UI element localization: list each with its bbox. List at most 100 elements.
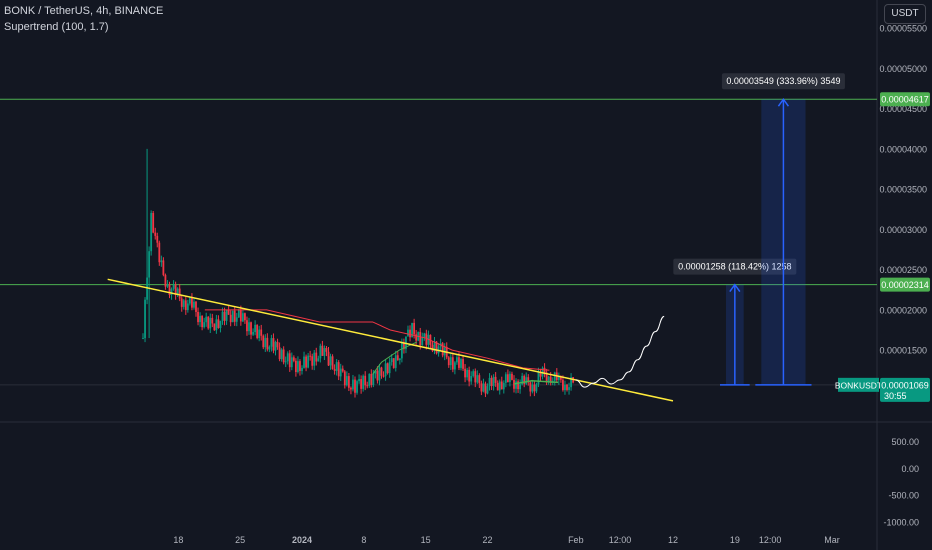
candle-body [339, 368, 342, 377]
measure-arrow-head [729, 283, 741, 293]
candle-body [199, 315, 201, 323]
candle-body [272, 338, 275, 351]
candle-body [294, 360, 297, 373]
candle-body [164, 274, 167, 287]
candle-body [278, 347, 281, 360]
time-tick-label: 12 [668, 535, 678, 545]
symbol-badge [838, 377, 879, 392]
candle-body [205, 316, 208, 323]
candle-body [152, 213, 155, 233]
time-tick-label: 25 [235, 535, 245, 545]
candle-body [309, 355, 312, 357]
candle-body [545, 372, 548, 383]
indicator-tick-label: 500.00 [891, 437, 919, 447]
candle-body [421, 337, 424, 346]
candle-body [213, 323, 216, 331]
candle-body [535, 384, 538, 392]
candle-body [557, 376, 560, 381]
level-price-label: 0.00004617 [881, 95, 929, 105]
candle-body [453, 362, 456, 370]
candle-body [274, 341, 277, 351]
symbol-title[interactable]: BONK / TetherUS, 4h, BINANCE [4, 5, 164, 17]
candle-body [158, 242, 161, 263]
candle-body [513, 379, 515, 389]
candle-body [311, 356, 314, 366]
candle-body [319, 345, 322, 359]
measure-arrow-head [777, 97, 790, 107]
candle-body [315, 352, 318, 362]
candle-body [142, 338, 144, 340]
price-tick-label: 0.00002000 [879, 305, 927, 315]
candle-body [458, 357, 460, 368]
candle-body [352, 379, 354, 390]
candle-body [525, 377, 528, 384]
candle-body [256, 324, 259, 339]
candle-body [500, 381, 503, 390]
candle-body [521, 375, 524, 385]
candle-body [341, 368, 344, 372]
candle-body [498, 381, 501, 391]
candle-body [313, 352, 316, 366]
candle-body [390, 358, 393, 363]
candle-body [523, 375, 526, 384]
indicator-tick-label: -500.00 [888, 491, 919, 501]
candle-body [531, 384, 534, 392]
supertrend-up-line [513, 379, 559, 385]
candle-body [227, 309, 230, 315]
candle-body [358, 379, 360, 382]
candle-body [211, 317, 214, 324]
candle-body [462, 359, 464, 369]
candle-body [317, 358, 320, 362]
candle-body [407, 329, 409, 337]
measure-label: 0.00003549 (333.96%) 3549 [726, 76, 840, 86]
candle-body [364, 375, 367, 386]
candle-body [264, 337, 267, 348]
candle-body [246, 320, 248, 332]
measure-label: 0.00001258 (118.42%) 1258 [678, 262, 791, 272]
candle-body [562, 379, 564, 391]
current-price-label: 0.00001069 [881, 380, 929, 390]
candle-body [533, 384, 536, 392]
candle-body [366, 385, 369, 387]
candle-body [299, 361, 301, 371]
time-tick-label: Feb [568, 535, 584, 545]
level-price-badge [880, 277, 930, 292]
currency-button[interactable]: USDT [884, 4, 926, 24]
candle-body [423, 333, 426, 338]
candle-body [172, 284, 175, 289]
candle-body [568, 387, 570, 390]
time-tick-label: 2024 [292, 535, 312, 545]
candle-body [329, 356, 332, 366]
indicator-tick-label: -1000.00 [883, 517, 919, 527]
candle-body [325, 348, 328, 352]
indicator-title[interactable]: Supertrend (100, 1.7) [4, 21, 109, 33]
candle-body [388, 362, 391, 374]
candle-body [221, 311, 224, 321]
measure-label-bg [673, 258, 797, 275]
candle-body [270, 338, 273, 347]
candle-body [480, 383, 483, 392]
candle-body [488, 377, 491, 387]
candle-body [168, 284, 171, 296]
candle-body [382, 375, 385, 377]
time-tick-label: 15 [421, 535, 431, 545]
price-tick-label: 0.00004000 [879, 144, 927, 154]
candle-body [380, 367, 383, 376]
candle-body [207, 316, 210, 329]
candle-body [451, 357, 454, 370]
candle-body [244, 313, 246, 321]
candle-body [146, 277, 148, 300]
candle-body [225, 309, 228, 321]
candle-body [456, 357, 458, 363]
candle-body [466, 369, 469, 378]
candle-body [356, 381, 358, 393]
candle-body [331, 356, 334, 370]
candle-body [476, 375, 479, 383]
candle-body [178, 288, 181, 299]
candle-body [258, 329, 261, 339]
candle-body [292, 357, 295, 361]
measure-label-bg [721, 73, 845, 90]
candle-body [376, 370, 379, 381]
candle-body [384, 363, 387, 377]
